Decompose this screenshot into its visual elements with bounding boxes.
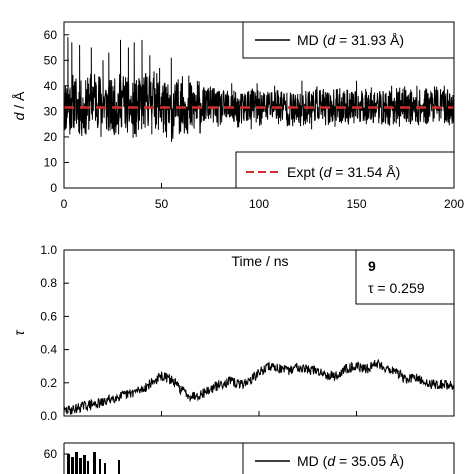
- annotation-frame: [355, 249, 455, 305]
- x-tick-label: 150: [346, 197, 366, 211]
- y-tick-label: 1.0: [40, 243, 57, 257]
- y-tick-label: 60: [44, 28, 58, 42]
- x-axis-label: Time / ns: [231, 253, 288, 269]
- y-tick-label: 0.0: [40, 409, 57, 423]
- x-tick-label: 50: [155, 197, 169, 211]
- legend-md: MD (d = 31.93 Å): [242, 21, 455, 59]
- y-axis-label: d / Å: [11, 91, 27, 120]
- y-tick-label: 40: [44, 79, 58, 93]
- legend-expt-box: [235, 151, 455, 189]
- x-axis-ticks: 0 50 100 150 200: [61, 183, 464, 211]
- annotation-box: 9 τ = 0.259: [355, 249, 455, 305]
- y-tick-label: 0: [50, 181, 57, 195]
- legend-expt-label: Expt (d = 31.54 Å): [287, 164, 400, 180]
- md-distance-line: [63, 37, 455, 142]
- y-tick-label: 0.6: [40, 309, 57, 323]
- y-axis-ticks: 0.0 0.2 0.4 0.6 0.8 1.0: [40, 243, 69, 423]
- y-tick-label: 0.4: [40, 343, 57, 357]
- tau-trace: [63, 358, 455, 415]
- y-tick-label: 0.2: [40, 376, 57, 390]
- legend-expt: Expt (d = 31.54 Å): [235, 151, 455, 189]
- panel-distance-2: 60 MD (d = 35.05 Å): [44, 442, 455, 474]
- legend-md-2-label: MD (d = 35.05 Å): [297, 453, 404, 469]
- annotation-value: τ = 0.259: [368, 280, 425, 296]
- panel-tau: 0.0 0.2 0.4 0.6 0.8 1.0 τ 9 τ = 0.259: [11, 243, 455, 423]
- md-distance-trace-2: [67, 452, 120, 474]
- x-tick-label: 200: [444, 197, 464, 211]
- x-tick-label: 0: [61, 197, 68, 211]
- x-axis-ticks: [63, 411, 455, 416]
- y-axis-ticks: 0 10 20 30 40 50 60: [44, 28, 69, 195]
- y-tick-label: 0.8: [40, 276, 57, 290]
- legend-md-2: MD (d = 35.05 Å): [242, 442, 455, 474]
- y-tick-label: 30: [44, 104, 58, 118]
- y-tick-label: 20: [44, 130, 58, 144]
- y-axis-label-tau: τ: [11, 330, 27, 336]
- y-tick-label: 10: [44, 155, 58, 169]
- annotation-label: 9: [368, 258, 376, 274]
- legend-md-label: MD (d = 31.93 Å): [297, 32, 404, 48]
- md-distance-trace: [63, 37, 455, 142]
- tau-line: [63, 358, 455, 415]
- panel-distance: 0 10 20 30 40 50 60 0 50 100 150 200 d / Å Time / …: [11, 21, 464, 269]
- y-tick-label: 60: [44, 447, 58, 461]
- y-tick-label: 50: [44, 53, 58, 67]
- x-tick-label: 100: [249, 197, 269, 211]
- legend-md-2-box: [242, 442, 455, 474]
